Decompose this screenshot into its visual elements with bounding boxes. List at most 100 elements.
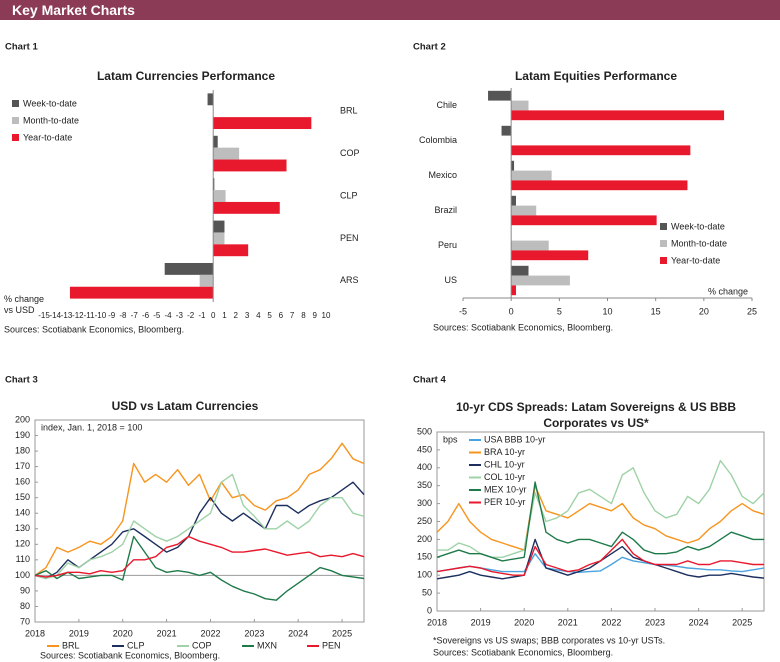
bar	[511, 205, 537, 216]
bar	[199, 274, 214, 287]
legend-label: PER 10-yr	[484, 497, 526, 507]
x-tick-label: 2023	[645, 617, 665, 627]
bar	[501, 125, 512, 136]
x-tick-label: -6	[142, 311, 150, 320]
category-label: CLP	[340, 190, 358, 200]
x-tick-label: 2022	[200, 628, 220, 638]
y-tick-label: 100	[15, 570, 30, 580]
series-line	[436, 553, 765, 573]
series-line	[436, 481, 764, 562]
x-tick-label: 1	[222, 311, 227, 320]
series-line	[436, 538, 764, 576]
x-tick-label: 0	[211, 311, 216, 320]
x-tick-label: 2024	[689, 617, 709, 627]
legend-label: MXN	[257, 640, 277, 650]
axis-label: % change vs USD	[4, 294, 45, 315]
y-tick-label: 70	[20, 616, 30, 626]
x-tick-label: -8	[119, 311, 127, 320]
chart-label: Chart 1	[5, 42, 38, 53]
x-tick-label: 10	[322, 311, 331, 320]
series-line	[34, 442, 365, 576]
annotation: index, Jan. 1, 2018 = 100	[41, 422, 142, 432]
series-line	[436, 538, 765, 580]
x-tick-label: 2025	[332, 628, 352, 638]
y-tick-label: 400	[417, 462, 432, 472]
legend-swatch	[12, 134, 19, 141]
category-label: Mexico	[428, 170, 457, 180]
x-tick-label: 2021	[558, 617, 578, 627]
legend-label: Year-to-date	[23, 132, 72, 142]
x-tick-label: -1	[198, 311, 206, 320]
x-tick-label: 2025	[732, 617, 752, 627]
bar	[207, 93, 214, 106]
x-tick-label: 2021	[157, 628, 177, 638]
y-tick-label: 180	[15, 445, 30, 455]
series-line	[34, 535, 365, 578]
x-tick-label: -5	[153, 311, 161, 320]
bar	[511, 215, 657, 226]
legend-label: BRA 10-yr	[484, 447, 525, 457]
legend-swatch	[660, 240, 667, 247]
x-tick-label: 2	[234, 311, 239, 320]
y-tick-label: 120	[15, 539, 30, 549]
y-tick-label: 200	[15, 414, 30, 424]
bar	[511, 265, 529, 276]
y-tick-label: 110	[16, 554, 30, 564]
x-tick-label: -11	[84, 311, 96, 320]
axis-label: % change	[708, 286, 748, 296]
y-tick-label: 90	[20, 585, 30, 595]
y-tick-label: 250	[417, 516, 432, 526]
chart-title: Latam Equities Performance	[515, 69, 677, 83]
x-tick-label: 2024	[288, 628, 308, 638]
x-tick-label: -13	[61, 311, 73, 320]
x-tick-label: -7	[131, 311, 139, 320]
x-tick-label: 10	[602, 306, 612, 316]
x-tick-label: 2020	[113, 628, 133, 638]
x-tick-label: -3	[176, 311, 184, 320]
source: Sources: Scotiabank Economics, Bloomberg…	[433, 322, 613, 332]
x-tick-label: 6	[279, 311, 284, 320]
x-tick-label: 2022	[601, 617, 621, 627]
y-tick-label: 170	[15, 461, 30, 471]
legend-label: PEN	[322, 640, 341, 650]
y-tick-label: 150	[417, 552, 432, 562]
x-tick-label: 2023	[244, 628, 264, 638]
legend-swatch	[660, 223, 667, 230]
x-tick-label: 2018	[427, 617, 447, 627]
plot-frame	[34, 419, 365, 623]
y-tick-label: 190	[15, 430, 30, 440]
x-tick-label: 4	[256, 311, 261, 320]
legend-swatch	[12, 100, 19, 107]
y-tick-label: 150	[15, 492, 30, 502]
x-tick-label: 15	[651, 306, 661, 316]
bar	[511, 285, 516, 296]
x-tick-label: 20	[699, 306, 709, 316]
bar	[511, 170, 552, 181]
category-label: US	[444, 275, 457, 285]
chart-label: Chart 2	[413, 42, 446, 53]
x-tick-label: 3	[245, 311, 250, 320]
x-tick-label: 7	[290, 311, 295, 320]
x-tick-label: 2018	[25, 628, 45, 638]
x-tick-label: -2	[187, 311, 195, 320]
category-label: Peru	[438, 240, 457, 250]
y-tick-label: 80	[20, 601, 30, 611]
x-tick-label: 5	[557, 306, 562, 316]
x-tick-label: -15	[38, 311, 50, 320]
x-tick-label: -12	[72, 311, 84, 320]
bar	[511, 100, 529, 111]
legend-label: Month-to-date	[671, 238, 727, 248]
y-tick-label: 160	[15, 477, 30, 487]
bar	[213, 178, 215, 191]
bar	[213, 244, 249, 257]
bar	[511, 145, 691, 156]
legend-label: USA BBB 10-yr	[484, 434, 546, 444]
x-tick-label: 9	[312, 311, 317, 320]
chart-title: Latam Currencies Performance	[97, 69, 275, 83]
y-tick-label: 500	[417, 426, 432, 436]
bar	[213, 220, 225, 233]
x-tick-label: -4	[165, 311, 173, 320]
bar	[213, 159, 287, 172]
bar	[511, 275, 570, 286]
